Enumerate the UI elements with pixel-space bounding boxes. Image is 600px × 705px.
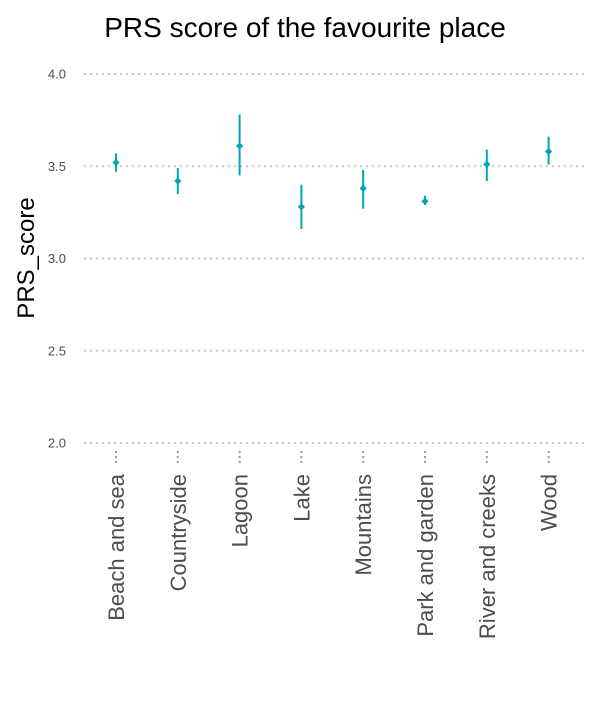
x-tick-label-3: Lake — [289, 474, 314, 522]
data-point-0 — [112, 158, 120, 167]
y-axis-label: PRS_score — [13, 197, 40, 318]
y-tick-layer: 2.0 2.5 3.0 3.5 4.0 — [48, 67, 66, 451]
x-tick-label-4: Mountains — [351, 474, 376, 576]
data-point-1 — [174, 177, 182, 185]
x-tick-label-1: Countryside — [166, 474, 191, 591]
data-point-5 — [421, 197, 429, 205]
x-tick-label-0: Beach and sea — [104, 473, 129, 621]
x-tick-label-2: Lagoon — [228, 474, 253, 547]
data-point-4 — [359, 184, 367, 192]
data-point-6 — [483, 160, 491, 169]
y-tick-label-0: 2.0 — [48, 436, 66, 451]
x-tick-label-6: River and creeks — [475, 474, 500, 639]
data-point-7 — [545, 147, 553, 156]
x-tick-label-7: Wood — [537, 474, 562, 531]
data-point-2 — [236, 142, 244, 150]
data-point-3 — [297, 203, 305, 211]
y-tick-label-1: 2.5 — [48, 343, 66, 358]
y-tick-label-3: 3.5 — [48, 159, 66, 174]
grid-layer — [84, 73, 588, 444]
x-tick-label-5: Park and garden — [413, 474, 438, 637]
x-tick-layer: Beach and sea Countryside Lagoon Lake Mounta… — [104, 451, 562, 639]
mark-layer — [112, 114, 553, 229]
y-tick-label-2: 3.0 — [48, 251, 66, 266]
y-tick-label-4: 4.0 — [48, 67, 66, 82]
chart-title: PRS score of the favourite place — [104, 12, 506, 43]
